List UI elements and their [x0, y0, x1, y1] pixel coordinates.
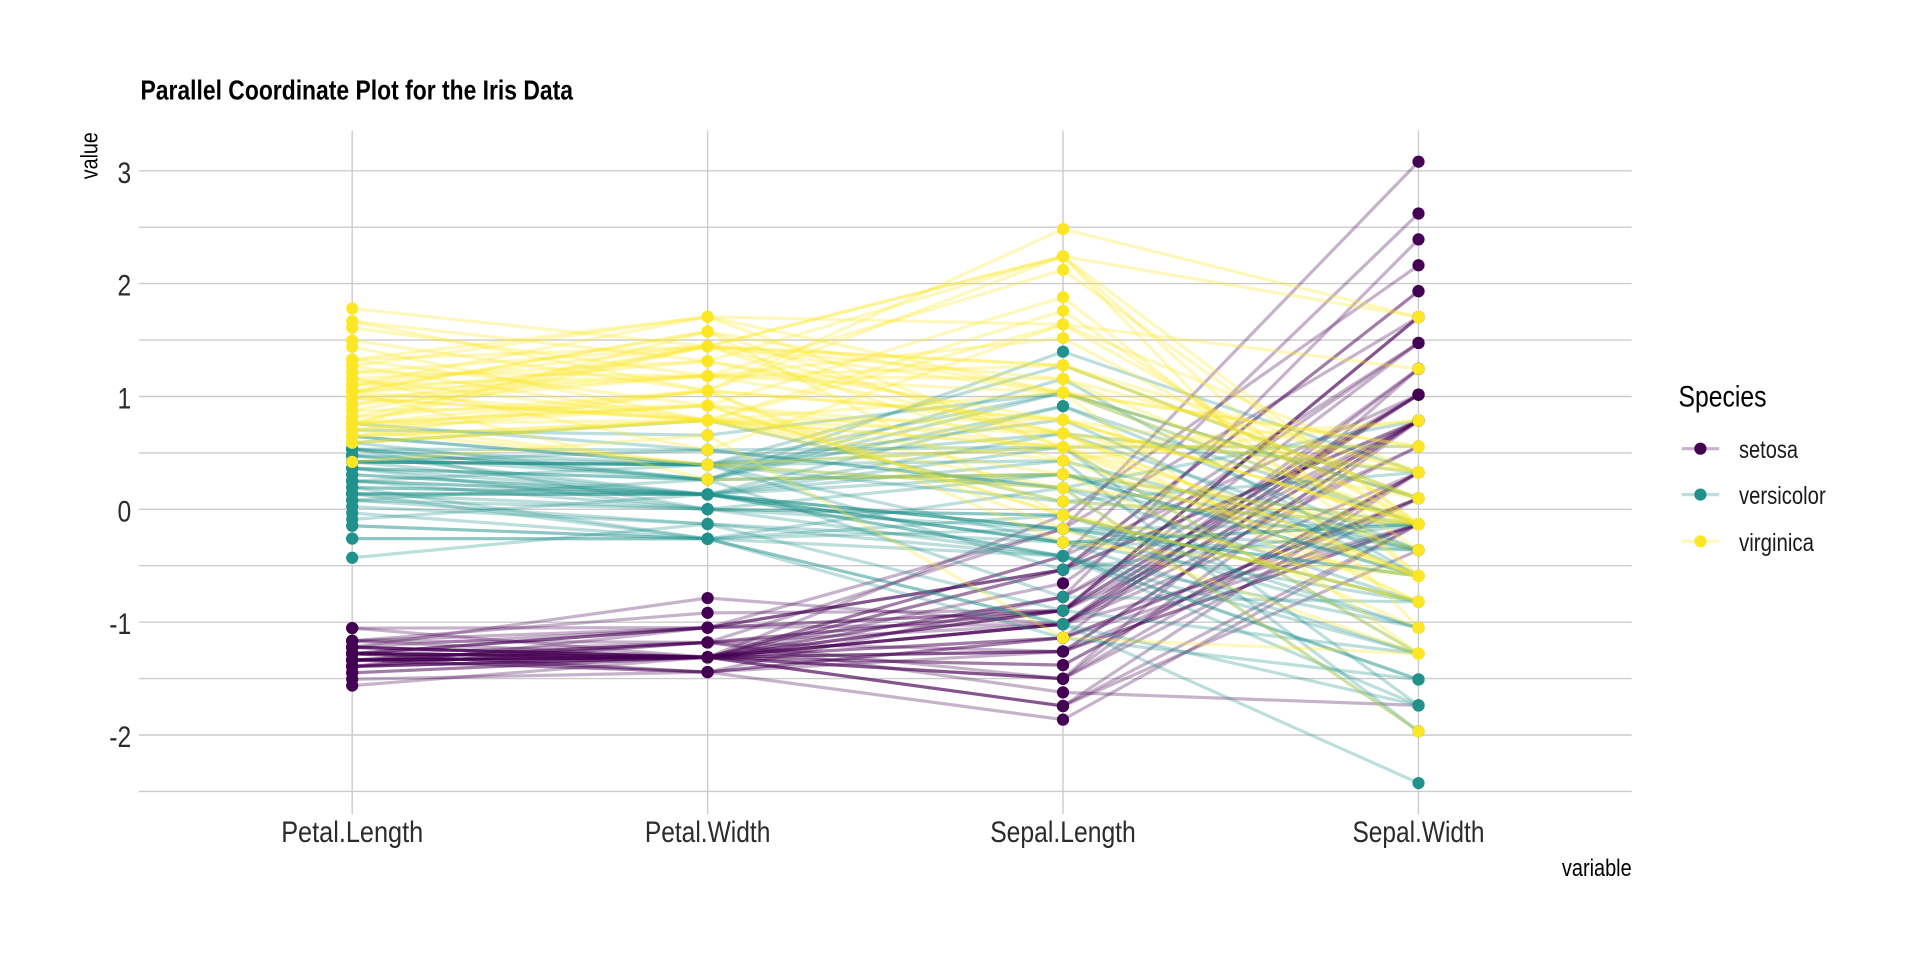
svg-text:virginica: virginica	[1739, 529, 1814, 557]
svg-text:3: 3	[118, 157, 132, 190]
svg-text:Species: Species	[1679, 381, 1767, 414]
svg-text:1: 1	[118, 382, 132, 415]
svg-text:Parallel Coordinate Plot for t: Parallel Coordinate Plot for the Iris Da…	[141, 74, 574, 105]
svg-text:Sepal.Width: Sepal.Width	[1352, 816, 1484, 849]
svg-text:variable: variable	[1562, 855, 1632, 882]
svg-text:-2: -2	[109, 721, 131, 754]
svg-text:Petal.Length: Petal.Length	[281, 816, 423, 849]
svg-text:2: 2	[118, 270, 132, 303]
svg-text:setosa: setosa	[1739, 436, 1798, 464]
svg-text:-1: -1	[109, 608, 131, 641]
svg-text:0: 0	[118, 495, 132, 528]
svg-text:Sepal.Length: Sepal.Length	[990, 816, 1136, 849]
svg-text:versicolor: versicolor	[1739, 482, 1826, 510]
svg-text:Petal.Width: Petal.Width	[645, 816, 771, 849]
svg-text:value: value	[76, 132, 103, 179]
